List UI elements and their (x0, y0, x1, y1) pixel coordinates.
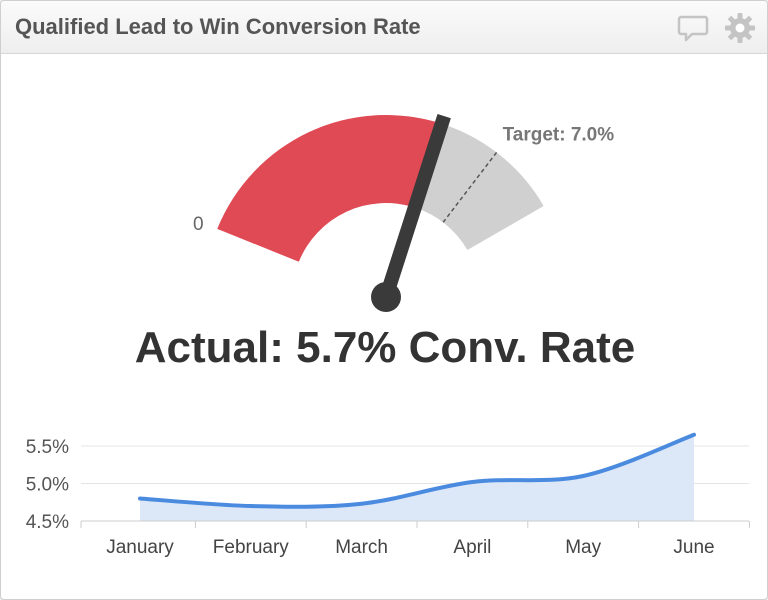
gauge-needle-hub (371, 282, 401, 312)
gauge-min-label: 0 (193, 214, 204, 235)
gauge: 0 Target: 7.0% (193, 113, 615, 312)
y-tick-label: 5.5% (26, 437, 69, 458)
gauge-actual-band (217, 115, 442, 262)
x-tick-label: March (335, 537, 388, 558)
x-tick-label: February (213, 537, 290, 558)
x-tick-label: June (673, 537, 714, 558)
actual-value-label: Actual: 5.7% Conv. Rate (134, 323, 636, 372)
comment-icon[interactable] (676, 11, 710, 45)
gauge-remaining-band (414, 123, 544, 250)
x-tick-label: April (453, 537, 491, 558)
widget-header: Qualified Lead to Win Conversion Rate (1, 1, 767, 54)
x-tick-label: January (106, 537, 174, 558)
gear-icon[interactable] (723, 11, 757, 45)
trend-area-fill (140, 434, 694, 521)
gauge-target-marker (442, 151, 498, 223)
x-tick-label: May (565, 537, 601, 558)
gauge-target-label: Target: 7.0% (503, 124, 615, 145)
trend-line (138, 432, 696, 509)
trend-y-axis-ticks: 5.5% 5.0% 4.5% (26, 437, 69, 533)
y-tick-label: 4.5% (26, 512, 69, 533)
widget-title: Qualified Lead to Win Conversion Rate (15, 14, 421, 39)
trend-chart: 5.5% 5.0% 4.5% January February March April Ma… (26, 432, 750, 558)
y-tick-label: 5.0% (26, 475, 69, 496)
gauge-needle (379, 113, 451, 300)
trend-x-axis-ticks: January February March April May June (80, 521, 750, 558)
